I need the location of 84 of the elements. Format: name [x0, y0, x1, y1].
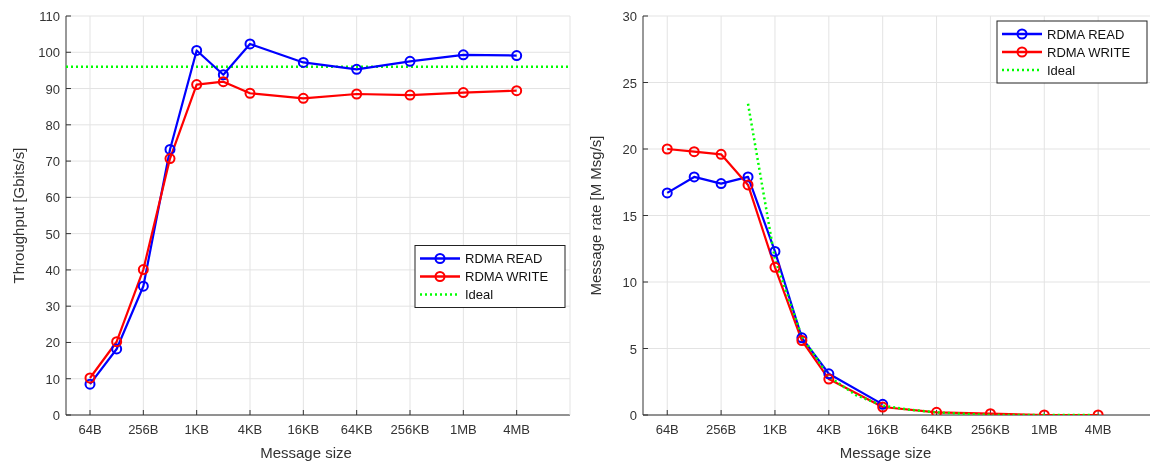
point: [164, 143, 176, 155]
x-tick-label: 64KB: [920, 422, 953, 437]
point: [404, 89, 416, 101]
legend-label: RDMA READ: [465, 251, 543, 266]
point: [742, 179, 754, 191]
point: [511, 85, 523, 97]
point: [931, 406, 943, 415]
point: [661, 143, 673, 155]
point: [742, 171, 754, 183]
point: [84, 372, 96, 384]
point: [351, 88, 363, 100]
point: [137, 280, 149, 292]
point: [511, 50, 523, 62]
legend-label: RDMA WRITE: [465, 269, 549, 284]
point: [715, 178, 727, 190]
x-axis-title: Message size: [839, 444, 932, 461]
point: [111, 336, 123, 348]
y-tick-label: 0: [52, 408, 60, 423]
x-tick-label: 1MB: [449, 422, 477, 437]
y-tick-label: 10: [622, 275, 637, 290]
x-tick-label: 4MB: [1084, 422, 1112, 437]
y-tick-label: 90: [45, 81, 60, 97]
point: [769, 245, 781, 257]
y-tick-label: 5: [629, 341, 637, 357]
y-tick-label: 70: [45, 154, 60, 170]
y-tick-label: 100: [38, 45, 60, 61]
point: [688, 171, 700, 183]
point: [137, 264, 149, 276]
point: [457, 49, 469, 61]
point: [715, 148, 727, 160]
point: [191, 79, 203, 91]
x-tick-label: 1KB: [184, 422, 209, 437]
y-tick-label: 20: [45, 335, 60, 351]
y-tick-label: 30: [45, 299, 60, 315]
x-tick-label: 256KB: [970, 422, 1010, 437]
point: [297, 56, 309, 68]
x-tick-label: 64KB: [340, 422, 373, 437]
y-tick-label: 80: [45, 117, 60, 133]
point: [244, 87, 256, 99]
legend-label: RDMA WRITE: [1047, 44, 1131, 60]
x-axis-title: Message size: [260, 444, 352, 461]
point: [217, 76, 229, 88]
point: [244, 38, 256, 50]
x-tick-label: 256KB: [390, 422, 430, 437]
point: [217, 69, 229, 81]
point: [191, 44, 203, 56]
y-tick-label: 10: [45, 371, 60, 387]
point: [111, 343, 123, 355]
x-tick-label: 4KB: [237, 422, 263, 437]
x-tick-label: 256B: [705, 422, 737, 437]
legend-label: Ideal: [465, 287, 494, 302]
x-tick-label: 256B: [128, 422, 159, 437]
x-tick-label: 64B: [655, 422, 679, 437]
point: [823, 368, 835, 380]
x-tick-label: 16KB: [866, 422, 899, 437]
point: [404, 55, 416, 67]
y-tick-label: 50: [45, 226, 60, 242]
point: [823, 373, 835, 385]
y-tick-label: 20: [622, 142, 637, 157]
point: [688, 146, 700, 158]
x-tick-label: 4KB: [816, 422, 842, 437]
point: [457, 87, 469, 99]
y-tick-label: 25: [622, 75, 637, 91]
x-tick-label: 1MB: [1030, 422, 1058, 437]
y-tick-label: 0: [629, 408, 637, 423]
x-tick-label: 16KB: [287, 422, 320, 437]
y-axis-title: Message rate [M Msg/s]: [587, 135, 604, 296]
y-tick-label: 40: [45, 262, 60, 278]
y-tick-label: 110: [39, 9, 60, 24]
y-tick-label: 15: [622, 208, 637, 224]
legend-label: RDMA READ: [1047, 26, 1125, 42]
x-tick-label: 1KB: [762, 422, 788, 437]
point: [351, 63, 363, 75]
y-tick-label: 30: [622, 9, 637, 24]
x-tick-label: 64B: [78, 422, 102, 437]
y-axis-title: Throughput [Gbits/s]: [10, 147, 27, 284]
point: [769, 261, 781, 273]
point: [84, 378, 96, 390]
legend-label: Ideal: [1047, 62, 1076, 78]
x-tick-label: 4MB: [503, 422, 531, 437]
y-tick-label: 60: [45, 190, 60, 206]
point: [164, 153, 176, 165]
point: [297, 92, 309, 104]
point: [661, 187, 673, 199]
